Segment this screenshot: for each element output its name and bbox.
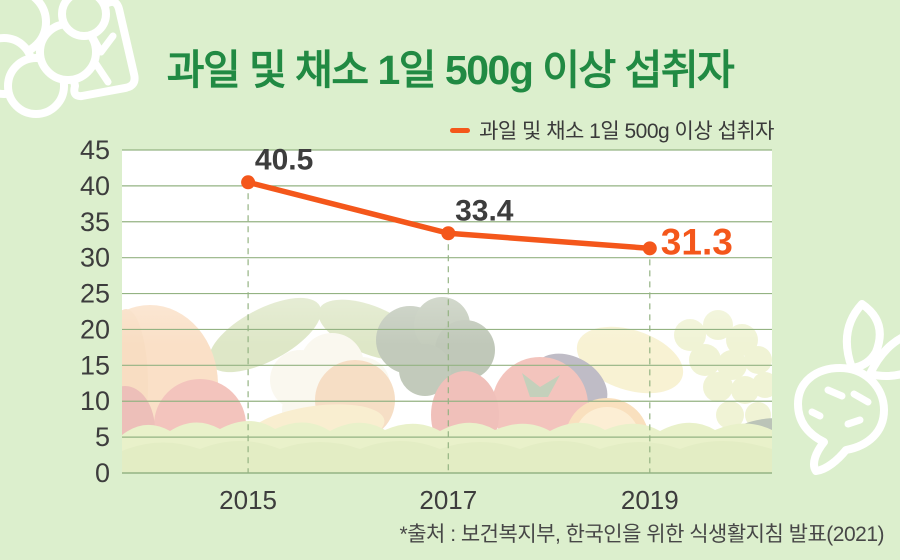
y-tick-label: 10 xyxy=(80,386,110,416)
legend-label: 과일 및 채소 1일 500g 이상 섭취자 xyxy=(479,120,774,143)
radish-leaf xyxy=(842,300,884,372)
radish-body-detail xyxy=(808,408,824,420)
x-tick-label: 2015 xyxy=(219,485,277,515)
radish-icon xyxy=(794,300,900,475)
y-tick-label: 35 xyxy=(80,207,110,237)
line-chart: 0 5 10 15 20 25 30 35 40 45 2015 2017 2019 40.5 33.4 31… xyxy=(80,135,772,515)
radish-body-detail xyxy=(844,416,864,428)
y-tick-label: 30 xyxy=(80,243,110,273)
x-tick-label: 2017 xyxy=(419,485,477,515)
radish-body xyxy=(794,364,888,475)
y-tick-label: 5 xyxy=(95,422,110,452)
radish-leaf xyxy=(866,334,900,380)
radish-body-detail xyxy=(824,386,846,400)
radish-body-detail xyxy=(850,390,872,406)
data-point-label: 40.5 xyxy=(255,143,313,176)
broccoli-floret xyxy=(20,0,80,36)
data-point xyxy=(241,175,256,190)
y-tick-label: 25 xyxy=(80,279,110,309)
y-tick-label: 45 xyxy=(80,135,110,165)
source-note: *출처 : 보건복지부, 한국인을 위한 식생활지침 발표(2021) xyxy=(399,523,885,546)
data-point xyxy=(642,241,657,256)
y-tick-label: 40 xyxy=(80,171,110,201)
page-title: 과일 및 채소 1일 500g 이상 섭취자 xyxy=(166,47,735,93)
y-tick-label: 15 xyxy=(80,350,110,380)
x-tick-label: 2019 xyxy=(621,485,679,515)
photo-fade-overlay xyxy=(122,150,772,345)
data-point xyxy=(441,226,456,241)
broccoli-floret xyxy=(58,0,110,40)
vegetables-photo-background xyxy=(122,297,772,473)
chart-legend: 과일 및 채소 1일 500g 이상 섭취자 xyxy=(450,115,774,145)
y-tick-label: 0 xyxy=(95,458,110,488)
y-tick-label: 20 xyxy=(80,314,110,344)
radish-stem xyxy=(856,370,878,394)
data-point-label: 33.4 xyxy=(455,194,514,227)
legend-line-swatch xyxy=(450,127,471,133)
radish-stem xyxy=(836,368,852,392)
data-point-label: 31.3 xyxy=(661,221,733,262)
